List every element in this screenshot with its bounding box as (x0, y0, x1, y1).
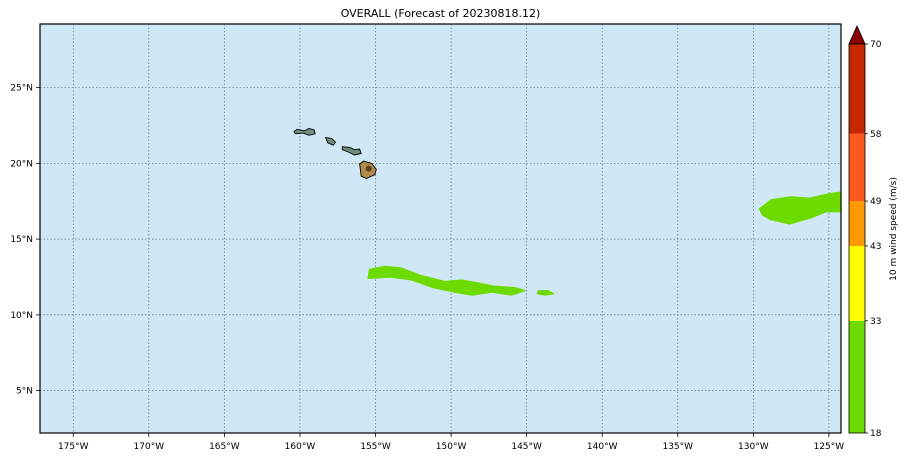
lon-tick-label: 125°W (814, 442, 845, 452)
colorbar-tick-label: 58 (870, 130, 882, 140)
colorbar-tick-label: 70 (870, 40, 882, 50)
island-layer (293, 128, 377, 179)
lon-tick-label: 175°W (58, 442, 89, 452)
colorbar-label: 10 m wind speed (m/s) (889, 177, 899, 281)
lon-tick-label: 145°W (511, 442, 542, 452)
colorbar-extend-arrow (848, 25, 866, 45)
lon-tick-label: 165°W (209, 442, 240, 452)
lon-tick-label: 160°W (285, 442, 316, 452)
island-molokai-maui (341, 146, 362, 156)
longitude-axis: 175°W 170°W 165°W 160°W 155°W 150°W 145°W 140°W… (58, 433, 844, 452)
lat-tick-label: 5°N (16, 387, 33, 397)
colorbar-frame (848, 43, 866, 434)
lat-tick-label: 15°N (10, 235, 33, 245)
lon-tick-label: 140°W (587, 442, 618, 452)
colorbar-tick-label: 49 (870, 197, 882, 207)
colorbar-tick-label: 18 (870, 429, 882, 439)
wind-swath-south-of-hawaii (367, 265, 526, 296)
colorbar-tick-label: 43 (870, 242, 881, 252)
colorbar-segment (849, 320, 865, 433)
colorbar: 18 33 43 49 58 70 10 m wind speed (m/s) (848, 25, 899, 439)
wind-swath-east (758, 191, 841, 225)
lat-tick-label: 10°N (10, 311, 33, 321)
wind-speck-east (536, 290, 555, 296)
graticule (40, 24, 841, 433)
island-niihau-kauai (293, 128, 316, 136)
lat-tick-label: 20°N (10, 159, 33, 169)
lat-tick-label: 25°N (10, 84, 33, 94)
colorbar-tick-label: 33 (870, 317, 881, 327)
lon-tick-label: 155°W (360, 442, 391, 452)
lon-tick-label: 135°W (662, 442, 693, 452)
lon-tick-label: 150°W (436, 442, 467, 452)
map-title: OVERALL (Forecast of 20230818.12) (340, 7, 541, 20)
island-oahu (324, 137, 337, 146)
map-frame (39, 23, 842, 434)
island-relief (365, 165, 372, 172)
colorbar-segment (849, 133, 865, 202)
latitude-axis: 5°N 10°N 15°N 20°N 25°N (10, 84, 40, 397)
ocean-background (40, 24, 841, 433)
colorbar-segment (849, 245, 865, 321)
wind-layer (367, 191, 841, 296)
lon-tick-label: 130°W (738, 442, 769, 452)
colorbar-segment (849, 201, 865, 246)
lon-tick-label: 170°W (134, 442, 165, 452)
colorbar-segment (849, 44, 865, 134)
